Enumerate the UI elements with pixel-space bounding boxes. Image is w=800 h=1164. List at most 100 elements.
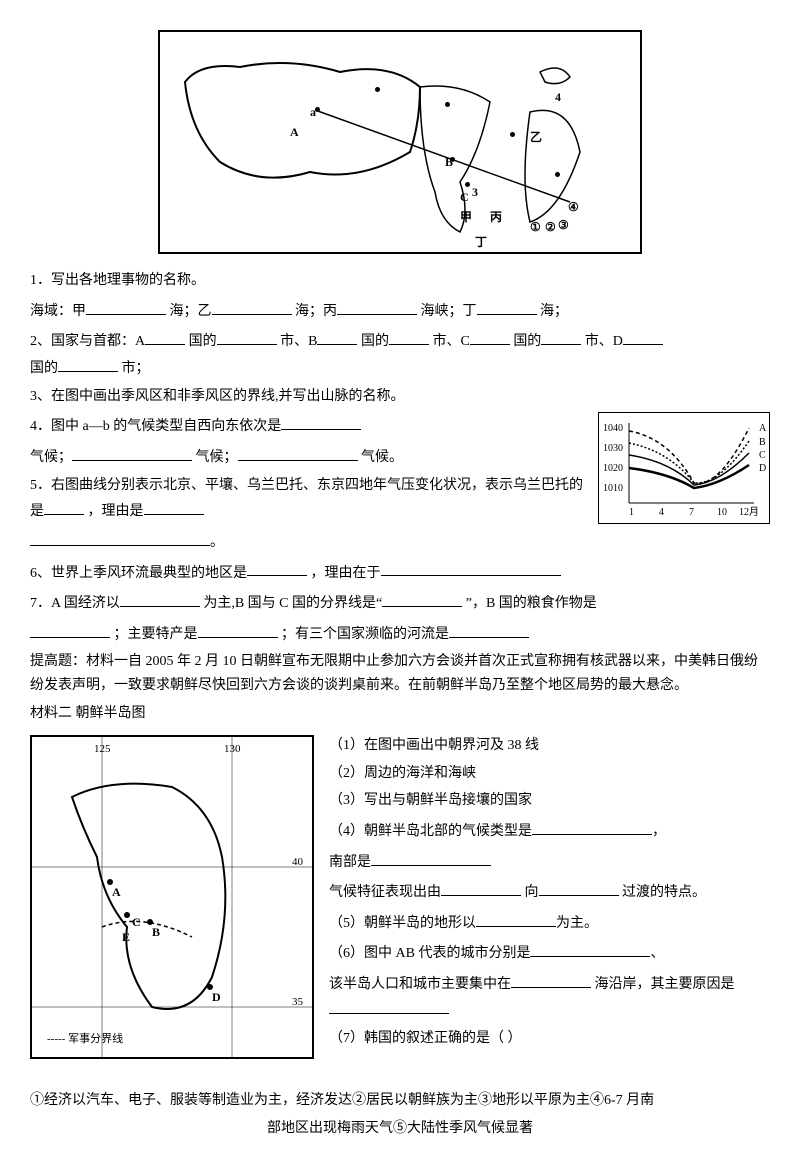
map-label: 甲	[460, 207, 472, 227]
blank-reason-1a[interactable]	[144, 497, 204, 515]
blank-country-d[interactable]	[623, 327, 663, 345]
blank-city-ab[interactable]	[530, 939, 650, 957]
material2-title: 材料二 朝鲜半岛图	[30, 702, 770, 726]
ytick: 1010	[603, 483, 623, 494]
svg-text:A: A	[759, 423, 767, 434]
map-dot	[465, 182, 470, 187]
map2-label: B	[152, 922, 160, 942]
r7: （7）韩国的叙述正确的是（ ）	[329, 1027, 770, 1051]
blank-bc-border[interactable]	[382, 589, 462, 607]
r1: （1）在图中画出中朝界河及 38 线	[329, 734, 770, 758]
blank-specialty[interactable]	[198, 620, 278, 638]
korea-map: 125 130 40 35 ----- 军事分界线 ACEBD	[30, 735, 314, 1059]
map-label: C	[460, 187, 469, 207]
ytick: 1040	[603, 423, 623, 434]
blank-reason-1b[interactable]	[30, 528, 210, 546]
r4c: 气候特征表现出由 向 过渡的特点。	[329, 878, 770, 905]
ytick: 1020	[603, 463, 623, 474]
map2-label: C	[132, 912, 141, 932]
blank-ulanbator[interactable]	[44, 497, 84, 515]
svg-text:4: 4	[659, 507, 664, 518]
blank-b-crop[interactable]	[30, 620, 110, 638]
ytick: 1030	[603, 443, 623, 454]
blank-capital-b[interactable]	[389, 327, 429, 345]
blank-country-b[interactable]	[317, 327, 357, 345]
svg-text:B: B	[759, 437, 766, 448]
map2-svg: 125 130 40 35	[32, 737, 312, 1057]
blank-coast-reason[interactable]	[329, 997, 449, 1015]
r4b: 南部是	[329, 848, 770, 875]
blank-north-climate[interactable]	[532, 817, 652, 835]
q1-blanks: 海域：甲 海；乙 海；丙 海峡；丁 海；	[30, 297, 770, 324]
blank-monsoon-reason[interactable]	[381, 559, 561, 577]
svg-text:12月: 12月	[739, 506, 759, 518]
map-label: ④	[568, 197, 579, 217]
r3: （3）写出与朝鲜半岛接壤的国家	[329, 789, 770, 813]
map-label: ③	[558, 215, 569, 235]
blank-strait-bing[interactable]	[337, 297, 417, 315]
svg-text:10: 10	[717, 507, 727, 518]
svg-text:1: 1	[629, 507, 634, 518]
svg-text:D: D	[759, 463, 766, 474]
blank-country-a[interactable]	[145, 327, 185, 345]
q6: 6、世界上季风环流最典型的地区是 ，理由在于	[30, 559, 770, 586]
r5: （5）朝鲜半岛的地形以为主。	[329, 909, 770, 936]
blank-sea-yi[interactable]	[212, 297, 292, 315]
map-dot	[445, 102, 450, 107]
map-label: 乙	[530, 127, 542, 147]
svg-text:40: 40	[292, 856, 304, 868]
q5-cont: 。	[30, 528, 770, 555]
svg-text:125: 125	[94, 743, 111, 755]
blank-climate-2[interactable]	[72, 443, 192, 461]
blank-trans-to[interactable]	[539, 878, 619, 896]
map-label: 3	[472, 182, 478, 202]
r4: （4）朝鲜半岛北部的气候类型是，	[329, 817, 770, 844]
q3-text: 3、在图中画出季风区和非季风区的界线,并写出山脉的名称。	[30, 385, 770, 409]
map2-label: E	[122, 927, 130, 947]
map-dot	[555, 172, 560, 177]
map-label: 丁	[475, 232, 487, 252]
map-label: 4	[555, 87, 561, 107]
q2-blanks: 2、国家与首都：A 国的 市、B 国的 市、C 国的 市、D 国的 市；	[30, 327, 770, 380]
map-label: A	[290, 122, 299, 142]
bottom-options-1: ①经济以汽车、电子、服装等制造业为主，经济发达②居民以朝鲜族为主③地形以平原为主…	[30, 1089, 770, 1113]
blank-capital-c[interactable]	[541, 327, 581, 345]
blank-sea-jia[interactable]	[86, 297, 166, 315]
east-asia-map: aABC3乙4甲丙丁①②③④	[158, 30, 642, 254]
blank-south-climate[interactable]	[371, 848, 491, 866]
blank-terrain[interactable]	[476, 909, 556, 927]
blank-trans-from[interactable]	[441, 878, 521, 896]
svg-text:7: 7	[689, 507, 694, 518]
tigao-text: 提高题：材料一自 2005 年 2 月 10 日朝鲜宣布无限期中止参加六方会谈并…	[30, 650, 770, 698]
map-label: a	[310, 102, 316, 122]
blank-a-economy[interactable]	[120, 589, 200, 607]
blank-coast[interactable]	[511, 970, 591, 988]
q1-title: 1．写出各地理事物的名称。	[30, 269, 770, 293]
blank-sea-ding[interactable]	[477, 297, 537, 315]
r6: （6）图中 AB 代表的城市分别是、	[329, 939, 770, 966]
r2: （2）周边的海洋和海峡	[329, 762, 770, 786]
bottom-options-2: 部地区出现梅雨天气⑤大陆性季风气候显著	[30, 1117, 770, 1141]
svg-text:C: C	[759, 450, 766, 461]
map2-label: D	[212, 987, 221, 1007]
pressure-chart: 1040 1030 1020 1010 A B C D 1 4 7 10 12月	[598, 412, 770, 524]
right-questions: （1）在图中画出中朝界河及 38 线 （2）周边的海洋和海峡 （3）写出与朝鲜半…	[329, 730, 770, 1055]
map2-label: A	[112, 882, 121, 902]
blank-capital-d[interactable]	[58, 354, 118, 372]
blank-capital-a[interactable]	[217, 327, 277, 345]
q7-l1: 7．A 国经济以 为主,B 国与 C 国的分界线是“ ”，B 国的粮食作物是	[30, 589, 770, 616]
svg-text:35: 35	[292, 996, 304, 1008]
blank-climate-3[interactable]	[238, 443, 358, 461]
blank-climate-1[interactable]	[281, 412, 361, 430]
map-dot	[510, 132, 515, 137]
map-dot	[375, 87, 380, 92]
map-dot	[450, 157, 455, 162]
blank-country-c[interactable]	[470, 327, 510, 345]
blank-monsoon-area[interactable]	[247, 559, 307, 577]
blank-river[interactable]	[449, 620, 529, 638]
map-label: B	[445, 152, 453, 172]
chart-svg: 1040 1030 1020 1010 A B C D 1 4 7 10 12月	[599, 413, 769, 523]
map-label: ②	[545, 217, 556, 237]
svg-text:130: 130	[224, 743, 241, 755]
q7-l2: ；主要特产是 ；有三个国家濒临的河流是	[30, 620, 770, 647]
